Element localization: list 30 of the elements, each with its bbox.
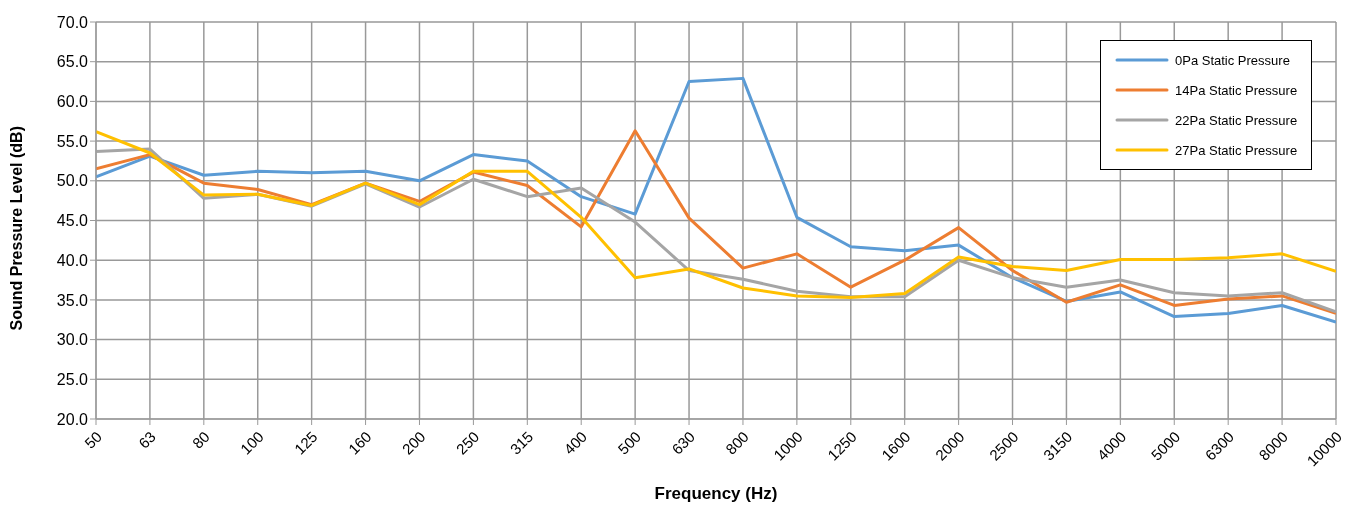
x-tick-label: 800 <box>722 427 752 458</box>
x-tick-label: 250 <box>452 427 483 458</box>
x-tick-label: 100 <box>236 427 267 458</box>
x-tick-label: 200 <box>398 427 429 458</box>
y-tick-label: 60.0 <box>56 93 89 111</box>
x-tick-label: 80 <box>188 427 213 452</box>
y-tick-label: 65.0 <box>56 53 89 71</box>
legend-label: 22Pa Static Pressure <box>1175 112 1298 128</box>
x-axis-title: Frequency (Hz) <box>654 484 778 503</box>
x-tick-label: 500 <box>614 427 645 458</box>
y-tick-label: 20.0 <box>56 410 89 428</box>
x-tick-label: 160 <box>344 427 375 458</box>
y-tick-label: 45.0 <box>56 212 89 230</box>
x-tick-label: 50 <box>81 427 105 452</box>
y-tick-label: 70.0 <box>56 13 89 31</box>
legend-label: 27Pa Static Pressure <box>1175 142 1298 158</box>
x-tick-label: 125 <box>290 427 321 458</box>
y-tick-label: 30.0 <box>56 331 89 349</box>
x-tick-label: 630 <box>668 427 698 458</box>
x-tick-label: 63 <box>135 427 159 452</box>
legend-label: 14Pa Static Pressure <box>1175 82 1298 98</box>
y-tick-label: 25.0 <box>56 370 89 388</box>
y-tick-label: 40.0 <box>56 251 89 269</box>
x-tick-label: 315 <box>506 427 537 458</box>
legend-label: 0Pa Static Pressure <box>1175 52 1290 68</box>
y-tick-label: 35.0 <box>56 291 89 309</box>
y-tick-label: 55.0 <box>56 132 89 150</box>
y-axis-title: Sound Pressure Level (dB) <box>7 126 25 331</box>
x-tick-label: 400 <box>560 427 591 458</box>
y-tick-label: 50.0 <box>56 172 89 190</box>
